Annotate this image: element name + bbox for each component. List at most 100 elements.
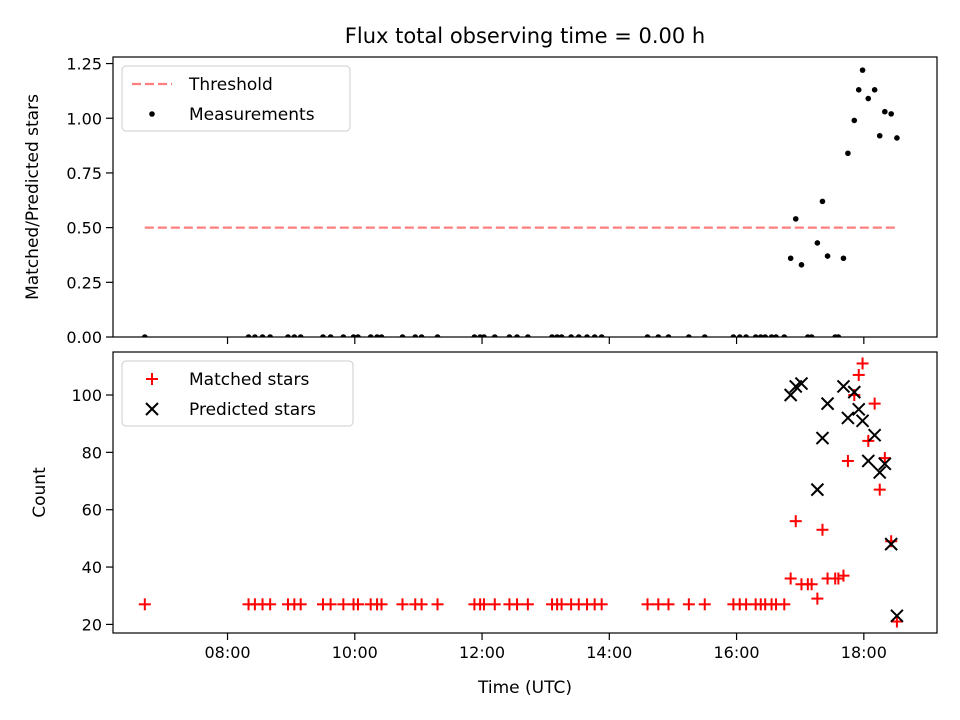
matched-point xyxy=(264,598,277,611)
predicted-point xyxy=(878,457,892,471)
predicted-point-b xyxy=(855,414,870,428)
measurement-point xyxy=(644,334,651,337)
y-tick-label: 1.25 xyxy=(66,55,102,74)
matched-point xyxy=(375,598,388,611)
measurement-point xyxy=(845,150,851,157)
predicted-point-b xyxy=(836,379,851,394)
measurement-point xyxy=(824,253,831,259)
predicted-point xyxy=(861,454,875,468)
x-axis-label: Time (UTC) xyxy=(477,678,572,698)
matched-point xyxy=(837,569,850,582)
matched-point xyxy=(595,598,608,611)
axes-frame xyxy=(112,351,938,634)
predicted-point xyxy=(820,396,835,411)
measurement-point xyxy=(752,334,759,337)
matched-point xyxy=(396,598,409,611)
matched-point xyxy=(641,598,654,611)
x-tick-label: 08:00 xyxy=(204,643,250,662)
measurement-point xyxy=(418,334,425,337)
y-tick-label: 0.50 xyxy=(66,219,102,238)
measurement-point xyxy=(399,334,406,337)
legend-label: Measurements xyxy=(189,105,315,125)
x-tick-label: 10:00 xyxy=(332,643,378,662)
predicted-point-b xyxy=(847,385,861,399)
measurement-point xyxy=(840,255,847,262)
measurement-point xyxy=(434,334,441,337)
matched-point xyxy=(841,454,854,467)
measurement-point xyxy=(374,334,380,337)
measurement-point xyxy=(894,135,900,141)
measurement-point xyxy=(814,240,821,246)
y-tick-label: 0.25 xyxy=(66,273,102,292)
measurement-point xyxy=(743,334,749,337)
measurement-point xyxy=(591,334,598,337)
predicted-point-b xyxy=(873,465,887,480)
legend-label: Threshold xyxy=(188,75,273,95)
predicted-point xyxy=(855,414,870,428)
measurement-point xyxy=(297,334,304,337)
axes-frame xyxy=(112,56,938,338)
predicted-point-b xyxy=(890,609,904,623)
predicted-point xyxy=(794,376,809,391)
measurement-point xyxy=(781,334,788,337)
y-axis-label: Matched/Predicted stars xyxy=(23,94,43,300)
measurement-point xyxy=(819,198,826,205)
data-layer xyxy=(138,357,904,628)
measurement-point xyxy=(808,334,815,337)
matched-point xyxy=(138,598,151,611)
y-tick-label: 80 xyxy=(82,443,102,462)
predicted-point xyxy=(810,482,825,497)
measurement-point xyxy=(730,334,737,337)
measurement-point xyxy=(491,334,498,337)
matched-point xyxy=(682,598,695,611)
matched-point xyxy=(832,572,845,585)
predicted-point-b xyxy=(820,396,835,411)
measurement-point xyxy=(245,334,252,337)
y-axis-label: Count xyxy=(30,467,50,518)
y-tick-label: 0.75 xyxy=(66,164,102,183)
matched-point xyxy=(351,598,364,611)
predicted-point-b xyxy=(878,457,892,471)
y-tick-label: 100 xyxy=(71,386,102,405)
predicted-point-b xyxy=(783,388,798,402)
predicted-point xyxy=(884,537,898,551)
measurement-point xyxy=(259,334,266,337)
matched-point xyxy=(521,598,534,611)
predicted-point-b xyxy=(794,376,809,391)
matched-point xyxy=(662,598,675,611)
measurement-point xyxy=(859,67,866,73)
measurement-point xyxy=(267,334,273,337)
measurement-point xyxy=(882,108,888,115)
measurement-point xyxy=(481,334,487,337)
legend-measurement-swatch xyxy=(149,111,155,117)
measurement-point xyxy=(471,334,478,337)
measurement-point xyxy=(327,334,334,337)
matched-point xyxy=(811,592,824,605)
measurement-point xyxy=(514,334,520,337)
chart-title: Flux total observing time = 0.00 h xyxy=(345,24,705,48)
measurement-point xyxy=(320,334,326,337)
predicted-point xyxy=(873,465,887,480)
matched-point xyxy=(816,523,829,536)
measurement-point xyxy=(835,334,842,337)
predicted-point xyxy=(852,402,866,417)
measurement-point xyxy=(865,95,872,102)
matched-point xyxy=(856,357,869,370)
measurement-point xyxy=(598,334,605,337)
measurement-point xyxy=(412,334,419,337)
measurement-point xyxy=(525,334,531,337)
measurement-point xyxy=(568,334,574,337)
predicted-point-b xyxy=(810,482,825,497)
measurement-point xyxy=(787,255,794,262)
legend: Threshold Measurements xyxy=(121,65,351,132)
legend-label: Matched stars xyxy=(189,370,309,390)
predicted-point xyxy=(836,379,851,394)
matched-point xyxy=(431,598,444,611)
matched-point xyxy=(852,368,865,381)
panel-counts: 20 40 60 80 100 08:00 10:00 12:00 14:00 16:00 18:0… xyxy=(30,351,938,698)
measurement-point xyxy=(655,334,662,337)
measurement-point xyxy=(798,262,805,268)
matched-point xyxy=(294,598,307,611)
matched-point xyxy=(873,483,886,496)
